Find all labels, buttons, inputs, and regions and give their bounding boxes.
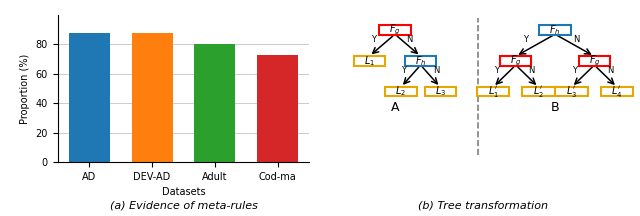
FancyBboxPatch shape bbox=[354, 56, 385, 66]
Text: $L_1'$: $L_1'$ bbox=[488, 84, 499, 99]
FancyBboxPatch shape bbox=[556, 86, 588, 97]
Text: $F_h$: $F_h$ bbox=[415, 54, 426, 68]
Text: Y: Y bbox=[572, 66, 577, 75]
Text: Y: Y bbox=[493, 66, 499, 75]
FancyBboxPatch shape bbox=[579, 56, 610, 66]
Text: N: N bbox=[406, 35, 413, 44]
Text: B: B bbox=[551, 101, 559, 114]
Text: (a) Evidence of meta-rules: (a) Evidence of meta-rules bbox=[109, 200, 257, 210]
Text: $L_4'$: $L_4'$ bbox=[611, 84, 623, 99]
Text: $F_g$: $F_g$ bbox=[389, 23, 401, 37]
Bar bbox=[195, 44, 236, 162]
Y-axis label: Proportion (%): Proportion (%) bbox=[20, 53, 30, 124]
FancyBboxPatch shape bbox=[477, 86, 509, 97]
Text: $L_2'$: $L_2'$ bbox=[533, 84, 544, 99]
FancyBboxPatch shape bbox=[405, 56, 436, 66]
Text: $F_g$: $F_g$ bbox=[589, 53, 600, 68]
FancyBboxPatch shape bbox=[500, 56, 531, 66]
Text: $F_g$: $F_g$ bbox=[510, 53, 522, 68]
Text: N: N bbox=[607, 66, 613, 75]
Text: Y: Y bbox=[401, 66, 406, 75]
Text: (b) Tree transformation: (b) Tree transformation bbox=[417, 200, 548, 210]
Text: Y: Y bbox=[371, 35, 376, 44]
FancyBboxPatch shape bbox=[540, 25, 571, 35]
Text: N: N bbox=[433, 66, 440, 75]
Bar bbox=[132, 33, 173, 162]
Bar bbox=[257, 55, 298, 162]
FancyBboxPatch shape bbox=[601, 86, 634, 97]
X-axis label: Datasets: Datasets bbox=[162, 187, 205, 197]
Text: $L_3$: $L_3$ bbox=[435, 85, 446, 98]
Text: N: N bbox=[528, 66, 534, 75]
Text: $L_2$: $L_2$ bbox=[396, 85, 406, 98]
Text: $L_1$: $L_1$ bbox=[364, 54, 375, 68]
Text: $F_h$: $F_h$ bbox=[549, 23, 561, 37]
Text: Y: Y bbox=[523, 35, 528, 44]
FancyBboxPatch shape bbox=[425, 86, 456, 97]
Text: N: N bbox=[573, 35, 580, 44]
Bar bbox=[69, 33, 110, 162]
Text: A: A bbox=[390, 101, 399, 114]
FancyBboxPatch shape bbox=[522, 86, 555, 97]
Text: $L_3'$: $L_3'$ bbox=[566, 84, 577, 99]
FancyBboxPatch shape bbox=[385, 86, 417, 97]
FancyBboxPatch shape bbox=[380, 25, 410, 35]
